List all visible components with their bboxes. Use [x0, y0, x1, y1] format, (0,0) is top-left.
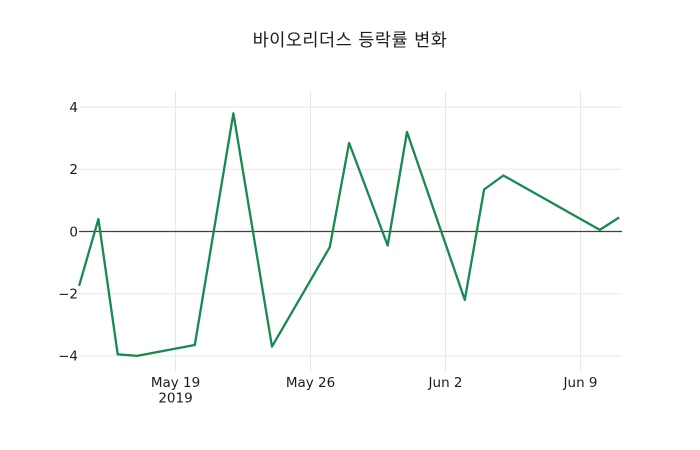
y-tick-label: 0: [69, 224, 78, 240]
x-tick-year-label: 2019: [158, 391, 192, 407]
x-tick-label: Jun 9: [563, 375, 598, 391]
x-tick-label: May 19: [151, 375, 200, 391]
x-tick-label: Jun 2: [428, 375, 463, 391]
y-tick-label: −2: [58, 287, 78, 303]
series-line: [77, 112, 620, 358]
chart-title: 바이오리더스 등락률 변화: [252, 31, 448, 51]
x-tick-label: May 26: [286, 375, 335, 391]
y-tick-label: 2: [69, 162, 78, 178]
y-tick-label: 4: [69, 100, 78, 116]
y-tick-label: −4: [58, 349, 78, 365]
